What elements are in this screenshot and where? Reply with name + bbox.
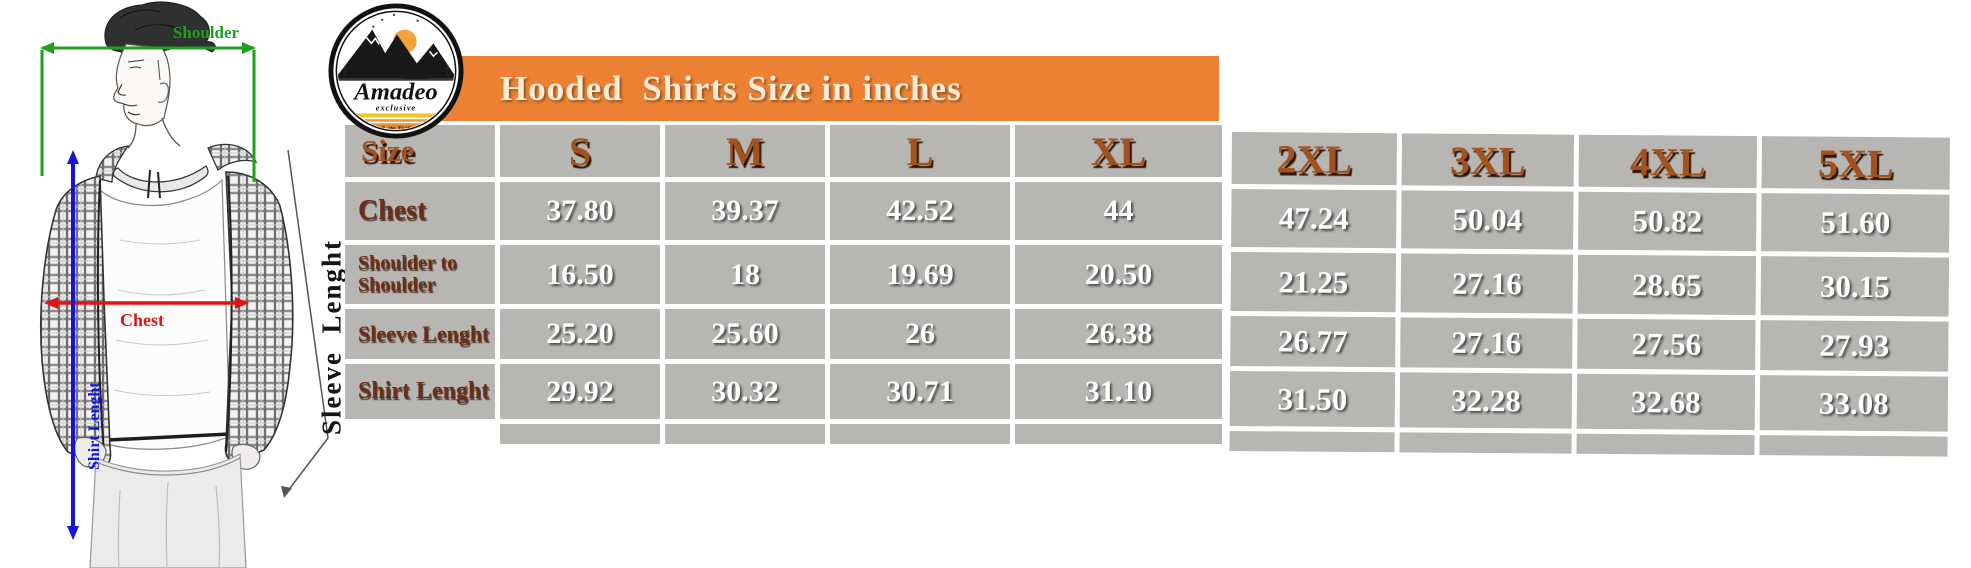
page-title: Hooded Shirts Size in inches	[500, 68, 962, 108]
shirt-length-annotation: Shirt Lenght	[67, 150, 103, 540]
value-cell: 30.71	[830, 364, 1010, 419]
value-cell: 28.65	[1577, 254, 1757, 316]
col-header-5xl: 5XL	[1761, 136, 1950, 190]
model-sketch: Shoulder Chest Shirt Lenght	[39, 1, 329, 568]
value-cell: 33.08	[1759, 375, 1949, 432]
col-header-xl: XL	[1015, 125, 1222, 177]
value-cell: 27.93	[1760, 320, 1949, 372]
sleeve-measure-line	[281, 149, 329, 498]
col-header-l: L	[830, 125, 1010, 177]
value-cell: 20.50	[1015, 245, 1222, 304]
value-cell: 27.16	[1400, 317, 1573, 369]
value-cell: 30.32	[665, 364, 825, 419]
col-header-3xl: 3XL	[1401, 133, 1574, 187]
logo-origin-text: MADE IN TURKEY	[365, 126, 427, 133]
value-cell: 27.16	[1400, 253, 1574, 314]
table-edge-spacer	[345, 424, 495, 444]
shoulder-annotation: Shoulder	[40, 23, 256, 182]
shirt-length-label: Shirt Lenght	[86, 382, 103, 470]
logo-brand-text: Amadeo	[352, 79, 437, 106]
value-cell: 19.69	[830, 245, 1010, 304]
value-cell: 44	[1015, 182, 1222, 240]
value-cell: 31.50	[1229, 370, 1396, 428]
value-cell: 39.37	[665, 182, 825, 240]
value-cell: 50.82	[1578, 191, 1757, 252]
size-table-right: 2XL 3XL 4XL 5XL 47.24 50.04 50.82 51.60 …	[1229, 132, 1950, 457]
value-cell: 25.20	[500, 309, 660, 359]
col-header-s: S	[500, 125, 660, 177]
value-cell: 25.60	[665, 309, 825, 359]
value-cell: 32.68	[1576, 373, 1756, 431]
value-cell: 31.10	[1015, 364, 1222, 419]
chest-annotation: Chest	[44, 297, 249, 330]
table-edge-strip	[1759, 435, 1948, 457]
value-cell: 32.28	[1399, 372, 1573, 429]
table-edge-strip	[665, 424, 825, 444]
table-edge-strip	[1576, 433, 1755, 456]
value-cell: 29.92	[500, 364, 660, 419]
value-cell: 16.50	[500, 245, 660, 304]
sketch-tshirt	[99, 178, 231, 450]
row-label-chest: Chest	[345, 182, 495, 240]
logo-subtitle-text: exclusive	[376, 103, 416, 112]
sketch-jeans	[89, 453, 247, 568]
shoulder-label: Shoulder	[173, 23, 240, 42]
value-cell: 18	[665, 245, 825, 304]
col-header-m: M	[665, 125, 825, 177]
size-table-left: Size S M L XL Chest 37.80 39.37 42.52 44…	[345, 125, 1222, 444]
table-edge-strip	[1229, 430, 1395, 453]
value-cell: 26.77	[1230, 315, 1396, 368]
brand-logo: Amadeo exclusive MADE IN TURKEY	[327, 2, 465, 140]
logo-mountains	[337, 29, 428, 79]
sketch-shirt-right	[224, 171, 294, 463]
row-label-shirt: Shirt Lenght	[345, 364, 495, 419]
value-cell: 30.15	[1760, 256, 1950, 317]
value-cell: 47.24	[1231, 188, 1397, 249]
value-cell: 26	[830, 309, 1010, 359]
col-header-2xl: 2XL	[1231, 132, 1397, 186]
value-cell: 50.04	[1401, 190, 1574, 250]
value-cell: 42.52	[830, 182, 1010, 240]
table-edge-strip	[830, 424, 1010, 444]
value-cell: 26.38	[1015, 309, 1222, 359]
value-cell: 21.25	[1230, 251, 1397, 313]
title-bar: Hooded Shirts Size in inches	[438, 56, 1219, 121]
table-edge-strip	[500, 424, 660, 444]
table-edge-strip	[1015, 424, 1222, 444]
chest-label: Chest	[120, 310, 164, 330]
value-cell: 27.56	[1577, 318, 1756, 371]
row-label-shoulder: Shoulder to Shoulder	[345, 245, 495, 304]
table-edge-strip	[1399, 432, 1572, 454]
col-header-4xl: 4XL	[1578, 134, 1757, 189]
value-cell: 37.80	[500, 182, 660, 240]
row-label-sleeve: Sleeve Lenght	[345, 309, 495, 359]
model-figure: Shoulder Chest Shirt Lenght	[0, 0, 345, 568]
value-cell: 51.60	[1761, 193, 1950, 253]
